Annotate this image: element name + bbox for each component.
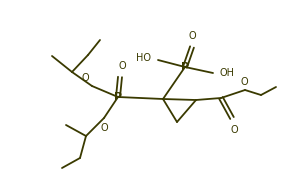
Text: O: O: [81, 73, 89, 83]
Text: P: P: [114, 92, 122, 102]
Text: P: P: [181, 62, 189, 72]
Text: O: O: [240, 77, 248, 87]
Text: O: O: [230, 125, 238, 135]
Text: OH: OH: [220, 68, 235, 78]
Text: O: O: [118, 61, 126, 71]
Text: O: O: [188, 31, 196, 41]
Text: O: O: [100, 123, 108, 133]
Text: HO: HO: [136, 53, 151, 63]
